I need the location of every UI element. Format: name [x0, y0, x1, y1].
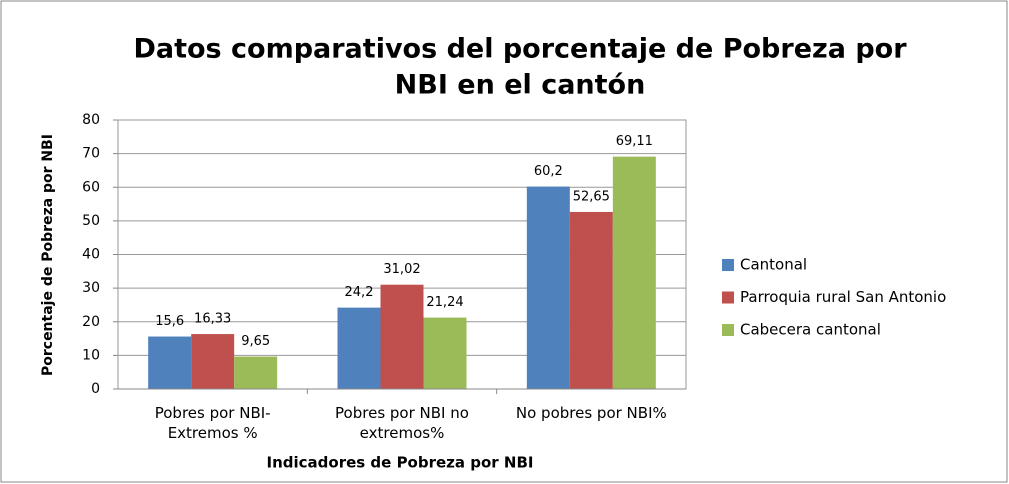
data-label: 15,6 [155, 314, 184, 329]
chart-title: NBI en el cantón [395, 70, 646, 101]
legend-swatch [722, 259, 734, 271]
x-axis-title: Indicadores de Pobreza por NBI [267, 454, 534, 472]
y-tick-label: 10 [82, 347, 100, 363]
bar [337, 307, 381, 389]
y-tick-label: 30 [82, 280, 100, 296]
legend-swatch [722, 324, 734, 336]
bar [569, 211, 613, 389]
x-tick-label: Pobres por NBI-Extremos % [155, 404, 271, 442]
x-tick-label: Pobres por NBI no extremos% [335, 404, 469, 442]
data-label: 21,24 [426, 295, 463, 310]
legend-label: Parroquia rural San Antonio [740, 288, 946, 306]
data-label: 16,33 [194, 312, 231, 327]
data-label: 52,65 [573, 189, 610, 204]
bar [191, 334, 235, 389]
bar [423, 317, 467, 389]
y-tick-label: 70 [82, 146, 100, 162]
legend-label: Cabecera cantonal [740, 321, 881, 339]
data-label: 9,65 [241, 334, 270, 349]
y-tick-label: 80 [82, 112, 100, 128]
bar [612, 156, 656, 389]
y-tick-label: 60 [82, 179, 100, 195]
data-label: 31,02 [383, 262, 420, 277]
y-tick-label: 20 [82, 314, 100, 330]
bar [526, 186, 570, 389]
y-axis-title: Porcentaje de Pobreza por NBI [40, 134, 56, 376]
bar [148, 336, 192, 389]
x-tick-label: No pobres por NBI% [516, 404, 667, 422]
legend-label: Cantonal [740, 256, 807, 274]
bar [234, 356, 278, 389]
bar [380, 284, 424, 389]
y-tick-label: 40 [82, 247, 100, 263]
y-tick-label: 0 [91, 381, 100, 397]
data-label: 60,2 [534, 164, 563, 179]
data-label: 69,11 [616, 134, 653, 149]
chart-title: Datos comparativos del porcentaje de Pob… [133, 34, 907, 65]
legend-swatch [722, 291, 734, 304]
data-label: 24,2 [345, 285, 374, 300]
y-tick-label: 50 [82, 213, 100, 229]
